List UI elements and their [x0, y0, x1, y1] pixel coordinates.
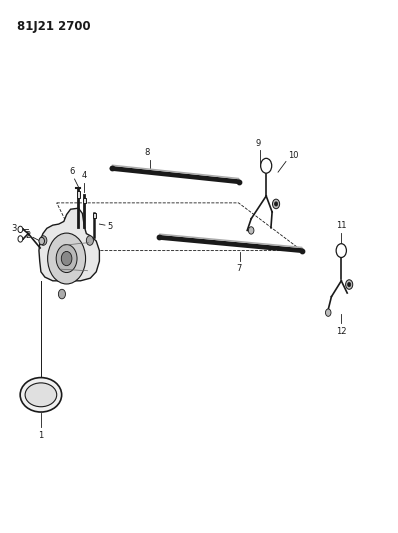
Circle shape — [261, 158, 272, 173]
Circle shape — [56, 245, 77, 272]
Text: 9: 9 — [256, 139, 261, 148]
Bar — [77, 191, 80, 198]
Bar — [93, 214, 96, 217]
Circle shape — [18, 226, 23, 232]
Text: 4: 4 — [82, 171, 87, 180]
Text: 2: 2 — [25, 231, 31, 240]
Circle shape — [273, 199, 280, 209]
Text: 10: 10 — [288, 151, 298, 160]
Text: 3: 3 — [12, 224, 17, 233]
Ellipse shape — [20, 377, 62, 412]
Circle shape — [345, 280, 353, 289]
Text: 81J21 2700: 81J21 2700 — [17, 20, 91, 33]
Circle shape — [336, 244, 346, 257]
Circle shape — [86, 236, 94, 245]
Circle shape — [40, 236, 47, 245]
Circle shape — [59, 289, 66, 299]
Circle shape — [275, 202, 278, 206]
Text: 7: 7 — [236, 264, 241, 273]
Text: 11: 11 — [336, 221, 347, 230]
Text: 8: 8 — [144, 148, 150, 157]
Text: 1: 1 — [38, 431, 43, 440]
Circle shape — [18, 236, 23, 242]
Text: 12: 12 — [336, 327, 347, 336]
Circle shape — [326, 309, 331, 317]
Circle shape — [248, 227, 254, 234]
Circle shape — [48, 233, 86, 284]
Circle shape — [347, 282, 351, 287]
Text: 6: 6 — [70, 167, 75, 176]
Text: 5: 5 — [107, 222, 113, 231]
Circle shape — [39, 237, 45, 245]
Circle shape — [61, 252, 72, 265]
Bar — [83, 198, 86, 203]
Polygon shape — [39, 208, 100, 281]
Ellipse shape — [25, 383, 57, 407]
